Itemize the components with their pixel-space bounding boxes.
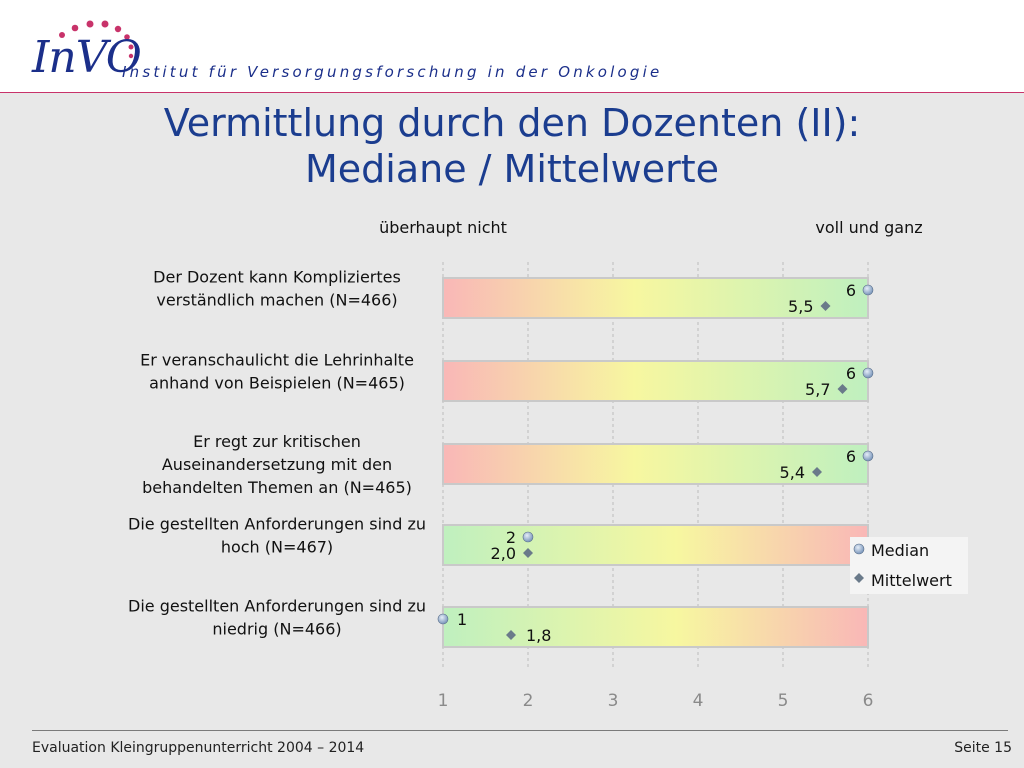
title-line-1: Vermittlung durch den Dozenten (II): — [163, 101, 861, 145]
item-label-line: hoch (N=467) — [221, 538, 333, 557]
scale-bar — [442, 524, 869, 566]
scale-bar — [442, 606, 869, 648]
page-title: Vermittlung durch den Dozenten (II): Med… — [0, 100, 1024, 192]
header: InVO Institut für Versorgungsforschung i… — [0, 0, 1024, 93]
logo-dots-icon — [59, 20, 134, 59]
legend-median-icon — [853, 543, 865, 555]
item-label-line: Er regt zur kritischen — [193, 432, 361, 451]
median-marker — [862, 450, 874, 462]
median-marker — [522, 531, 534, 543]
legend-mean-icon — [854, 573, 864, 583]
median-marker — [862, 367, 874, 379]
median-marker — [862, 284, 874, 296]
mean-value-label: 1,8 — [526, 626, 551, 645]
median-value-label: 2 — [506, 528, 516, 547]
median-value-label: 6 — [846, 447, 856, 466]
item-label-line: Die gestellten Anforderungen sind zu — [128, 597, 426, 616]
x-tick-label: 3 — [608, 691, 619, 711]
item-labels-group: Der Dozent kann Kompliziertes verständlic… — [128, 268, 426, 639]
x-tick-label: 5 — [778, 691, 789, 711]
mean-value-label: 5,4 — [780, 463, 805, 482]
scale-low-label: überhaupt nicht — [379, 218, 507, 237]
mean-marker — [820, 301, 831, 311]
mean-value-label: 5,5 — [788, 297, 813, 316]
legend-mean-label: Mittelwert — [871, 571, 952, 590]
mean-marker — [837, 384, 848, 394]
item-label-line: behandelten Themen an (N=465) — [142, 478, 412, 497]
scale-high-label: voll und ganz — [815, 218, 922, 237]
median-value-label: 6 — [846, 364, 856, 383]
median-marker — [437, 613, 449, 625]
item-label-line: Er veranschaulicht die Lehrinhalte — [140, 351, 414, 370]
median-value-label: 6 — [846, 281, 856, 300]
mean-value-label: 2,0 — [491, 544, 516, 563]
item-label-line: niedrig (N=466) — [212, 620, 341, 639]
legend-median-label: Median — [871, 541, 929, 560]
bars-group — [442, 277, 869, 648]
item-label-line: anhand von Beispielen (N=465) — [149, 374, 405, 393]
item-label-line: verständlich machen (N=466) — [156, 291, 397, 310]
page-number: Seite 15 — [954, 740, 1012, 756]
markers-group: 6 5,5 6 5,7 6 5,4 22,0 1 1,8 — [437, 281, 874, 645]
footer-left: Evaluation Kleingruppenunterricht 2004 –… — [32, 740, 365, 756]
mean-marker — [812, 467, 822, 477]
mean-marker — [506, 630, 516, 640]
mean-value-label: 5,7 — [805, 380, 830, 399]
legend: Median Mittelwert — [850, 537, 968, 594]
x-axis: 1 2 3 4 5 6 — [438, 691, 874, 711]
title-line-2: Mediane / Mittelwerte — [305, 147, 719, 191]
x-tick-label: 6 — [863, 691, 874, 711]
item-label-line: Die gestellten Anforderungen sind zu — [128, 515, 426, 534]
item-label-line: Der Dozent kann Kompliziertes — [153, 268, 401, 287]
x-tick-label: 1 — [438, 691, 449, 711]
footer-divider — [32, 730, 1008, 731]
scale-bar — [442, 443, 869, 485]
item-label-line: Auseinandersetzung mit den — [162, 455, 392, 474]
legend-box — [850, 537, 968, 594]
x-tick-label: 4 — [693, 691, 704, 711]
x-tick-label: 2 — [523, 691, 534, 711]
scale-bar — [442, 360, 869, 402]
header-subtitle: Institut für Versorgungsforschung in der… — [122, 63, 663, 81]
mean-marker — [523, 548, 533, 558]
scale-bar — [442, 277, 869, 319]
logo: InVO — [32, 32, 142, 83]
median-value-label: 1 — [457, 610, 467, 629]
